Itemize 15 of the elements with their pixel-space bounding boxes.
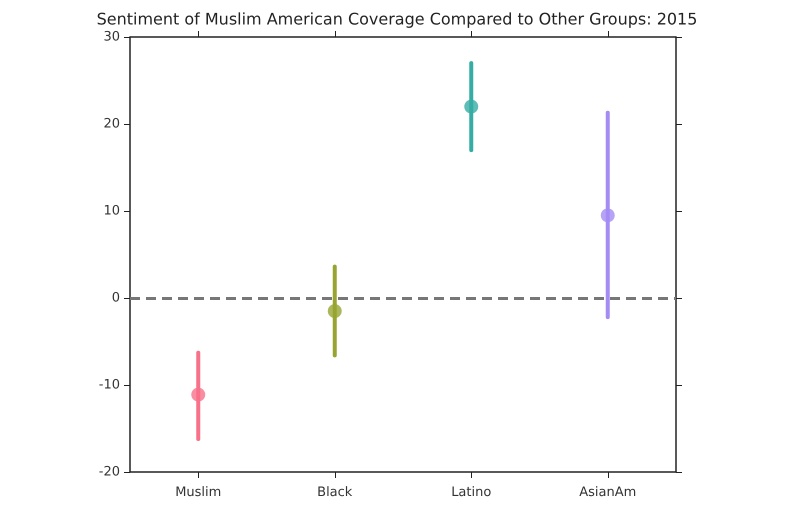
chart-title: Sentiment of Muslim American Coverage Compared to Other Groups: 2015 <box>96 10 698 28</box>
y-tick-label: -10 <box>98 378 120 392</box>
x-tick-label: Muslim <box>175 485 222 500</box>
x-tick-label: AsianAm <box>579 485 636 500</box>
x-tick-label: Black <box>317 485 353 500</box>
y-tick-label: 0 <box>112 290 120 306</box>
y-tick-label: 10 <box>103 204 120 218</box>
y-tick-label: 30 <box>103 30 120 44</box>
x-tick-label: Latino <box>451 485 492 500</box>
point <box>191 388 206 402</box>
point <box>328 304 342 318</box>
point <box>464 100 478 114</box>
y-tick-label: 20 <box>103 116 120 132</box>
point <box>600 208 615 222</box>
y-tick-label: -20 <box>98 464 120 480</box>
